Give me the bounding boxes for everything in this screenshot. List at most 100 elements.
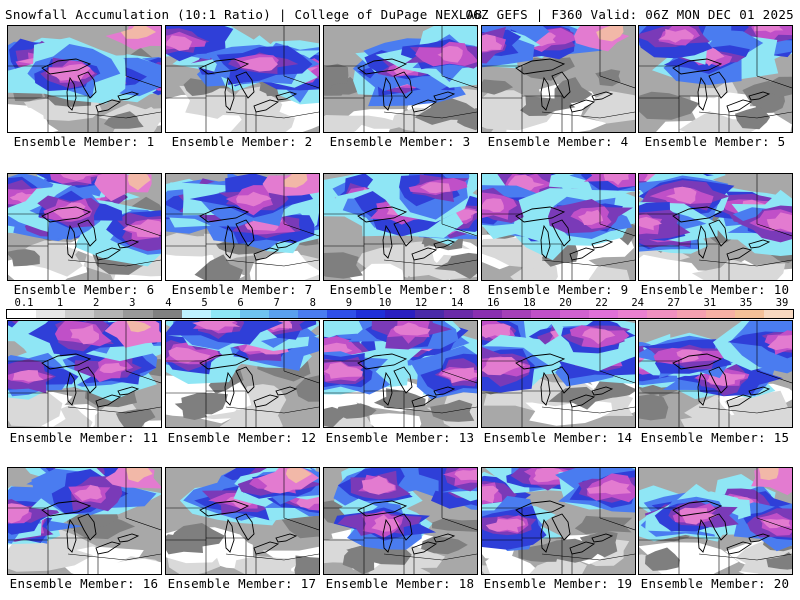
snowfall-color-legend: 0.1 1 2 3 4 5 6 7 8 9 10 12 14 16 18 20 22 24 27 31 35 39 [6,297,794,319]
ensemble-member-map [638,173,793,281]
ensemble-member-label: Ensemble Member: 2 [171,134,313,149]
legend-tick-label: 18 [523,297,536,309]
legend-swatch [210,310,240,318]
ensemble-member-map [7,25,162,133]
snowfall-map [482,468,635,574]
legend-swatch [705,310,735,318]
legend-swatch [676,310,706,318]
legend-swatch [65,310,95,318]
ensemble-member-map [638,25,793,133]
ensemble-member-label: Ensemble Member: 6 [13,282,155,297]
snowfall-map [166,26,319,132]
legend-color-bar [6,309,794,319]
legend-swatch [94,310,124,318]
ensemble-member-map [165,173,320,281]
ensemble-member-map [7,467,162,575]
legend-swatch [560,310,590,318]
ensemble-member-label: Ensemble Member: 5 [644,134,786,149]
snowfall-map [482,26,635,132]
snowfall-map [639,321,792,427]
ensemble-member-map [638,320,793,428]
ensemble-member-label: Ensemble Member: 16 [9,576,159,591]
snowfall-map [324,468,477,574]
ensemble-member-label: Ensemble Member: 8 [329,282,471,297]
ensemble-member-map [165,467,320,575]
snowfall-map [8,321,161,427]
legend-tick-label: 14 [450,297,464,309]
snowfall-map [8,26,161,132]
legend-swatch [298,310,328,318]
legend-tick-label: 8 [309,297,316,309]
legend-swatch [501,310,531,318]
legend-swatch [152,310,182,318]
legend-swatch [239,310,269,318]
legend-tick-label: 27 [667,297,681,309]
legend-tick-label: 6 [237,297,244,309]
legend-tick-label: 39 [775,297,789,309]
legend-tick-label: 35 [739,297,753,309]
legend-swatch [414,310,444,318]
legend-tick-label: 12 [414,297,428,309]
legend-swatch [472,310,502,318]
ensemble-member-map [323,173,478,281]
legend-tick-label: 5 [201,297,208,309]
legend-tick-label: 4 [165,297,172,309]
snowfall-map [8,174,161,280]
legend-tick-label: 7 [273,297,280,309]
legend-tick-label: 0.1 [14,297,34,309]
ensemble-member-map [165,25,320,133]
legend-tick-label: 10 [378,297,392,309]
legend-tick-label: 31 [703,297,717,309]
legend-tick-label: 22 [595,297,608,309]
ensemble-member-label: Ensemble Member: 18 [325,576,475,591]
ensemble-member-map [481,320,636,428]
ensemble-member-map [481,25,636,133]
legend-tick-label: 9 [345,297,353,309]
legend-swatch [385,310,415,318]
ensemble-member-map [323,467,478,575]
ensemble-member-map [7,320,162,428]
legend-swatch [530,310,561,318]
snowfall-map [324,321,477,427]
legend-swatch [327,310,357,318]
ensemble-member-label: Ensemble Member: 17 [167,576,317,591]
snowfall-map [166,174,319,280]
ensemble-member-label: Ensemble Member: 14 [483,430,633,445]
legend-swatch [618,310,648,318]
chart-title: Snowfall Accumulation (10:1 Ratio) | Col… [5,7,483,22]
ensemble-member-map [323,25,478,133]
snowfall-map [324,174,477,280]
snowfall-map [166,468,319,574]
snowfall-map [482,321,635,427]
legend-tick-label: 20 [559,297,572,309]
snowfall-map [639,468,792,574]
ensemble-member-map [165,320,320,428]
ensemble-member-label: Ensemble Member: 11 [9,430,159,445]
legend-swatch [268,310,299,318]
ensemble-member-label: Ensemble Member: 9 [487,282,629,297]
ensemble-member-map [638,467,793,575]
snowfall-map [639,174,792,280]
ensemble-member-label: Ensemble Member: 1 [13,134,155,149]
ensemble-member-map [481,467,636,575]
legend-tick-label: 2 [93,297,100,309]
legend-tick-label: 24 [631,297,644,309]
legend-tick-label: 16 [486,297,500,309]
legend-swatch [647,310,677,318]
legend-swatch [123,310,153,318]
ensemble-member-label: Ensemble Member: 7 [171,282,313,297]
legend-tick-label: 1 [56,297,64,309]
ensemble-member-map [323,320,478,428]
snowfall-map [324,26,477,132]
legend-tick-labels: 0.1 1 2 3 4 5 6 7 8 9 10 12 14 16 18 20 22 24 27 31 35 39 [6,297,794,309]
legend-swatch [589,310,619,318]
legend-swatch [734,310,764,318]
model-run-info: 06Z GEFS | F360 Valid: 06Z MON DEC 01 20… [465,7,794,22]
ensemble-member-label: Ensemble Member: 10 [640,282,790,297]
snowfall-map [482,174,635,280]
legend-swatch [36,310,66,318]
legend-tick-label: 3 [129,297,136,309]
legend-swatch [763,310,793,318]
ensemble-member-label: Ensemble Member: 13 [325,430,475,445]
ensemble-member-label: Ensemble Member: 15 [640,430,790,445]
